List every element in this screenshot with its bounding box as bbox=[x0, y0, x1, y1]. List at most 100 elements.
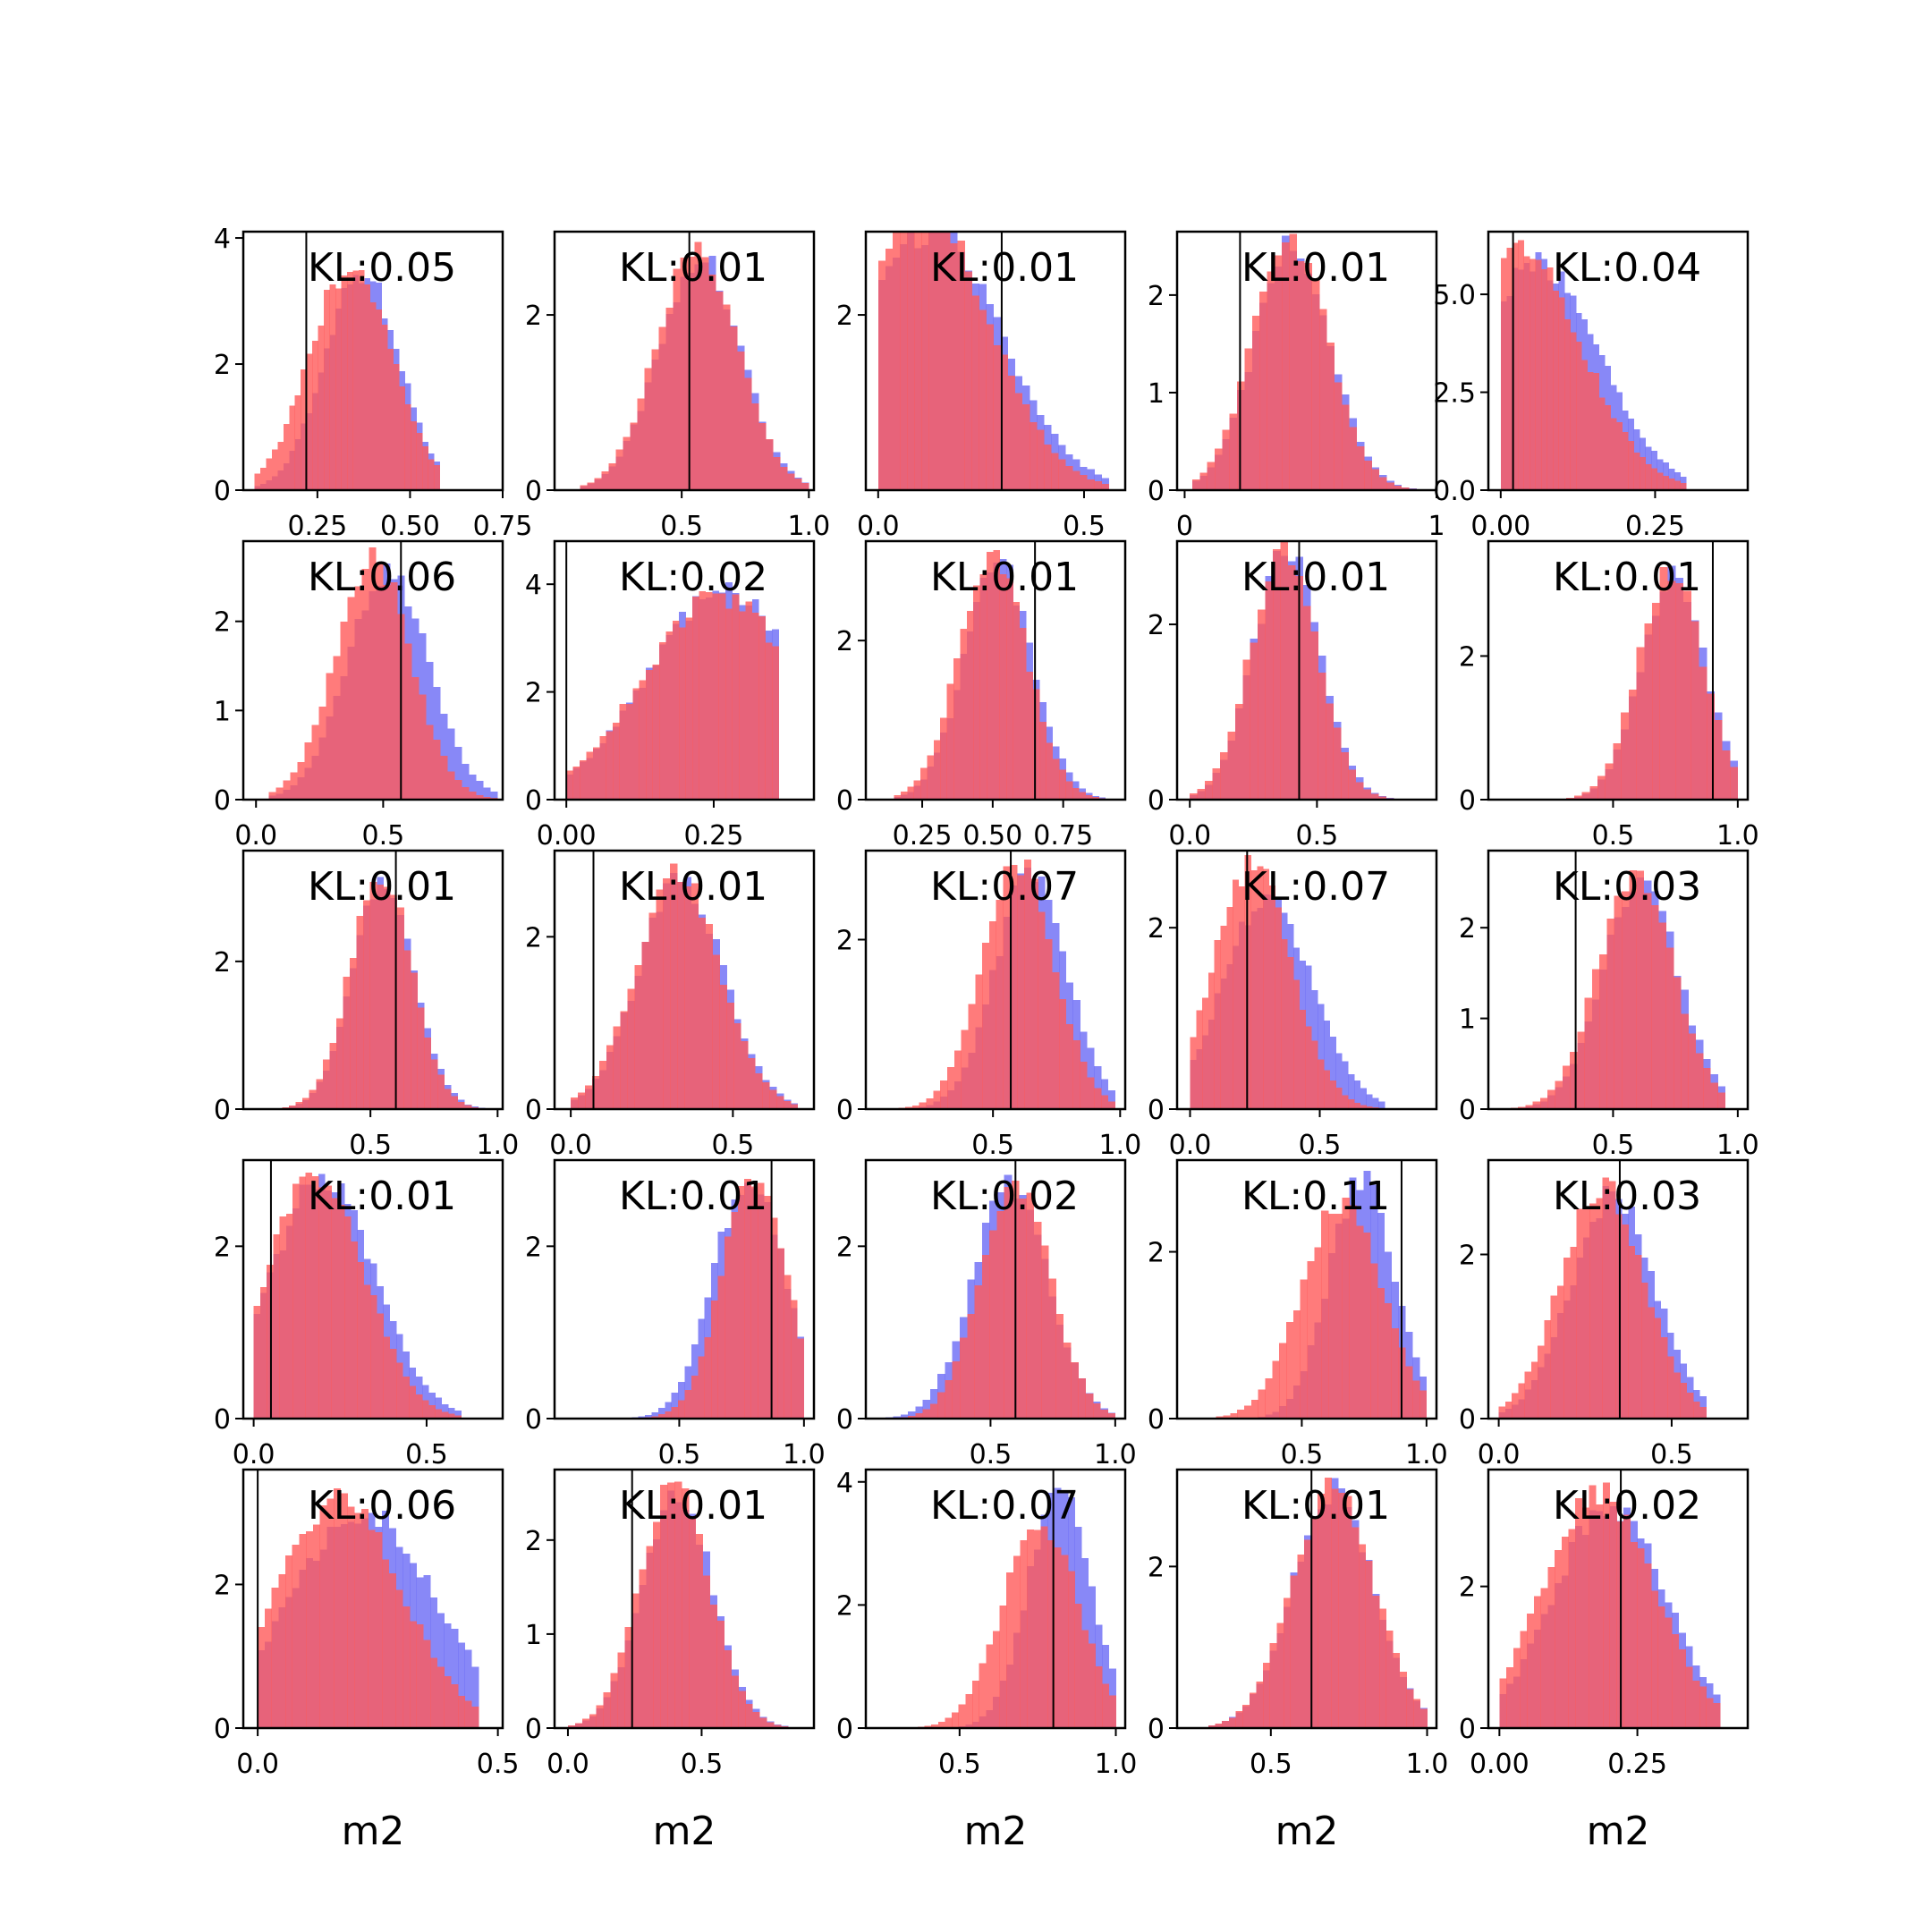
axes-frame bbox=[864, 1158, 1127, 1420]
series-a-bar bbox=[645, 1414, 652, 1419]
panel-4-4: 0 2 0.5 1.0 KL:0.11 bbox=[1148, 1158, 1448, 1470]
series-b-bar bbox=[986, 552, 994, 800]
series-b-bar bbox=[1657, 472, 1664, 490]
series-b-bar bbox=[1651, 468, 1657, 490]
series-b-bar bbox=[1326, 703, 1334, 800]
series-b-bar bbox=[1370, 1263, 1378, 1419]
series-b-bar bbox=[1094, 481, 1102, 490]
series-b-bar bbox=[1673, 977, 1682, 1109]
axes-frame bbox=[553, 849, 816, 1111]
series-b-bar bbox=[279, 1216, 287, 1419]
series-b-bar bbox=[1100, 1409, 1108, 1419]
x-tick-label: 0.0 bbox=[547, 1749, 589, 1780]
series-b-bar bbox=[744, 1178, 751, 1419]
series-b-bar bbox=[1605, 404, 1612, 490]
kl-annotation: KL:0.02 bbox=[930, 1174, 1079, 1219]
series-b-bar bbox=[1570, 1246, 1577, 1419]
y-tick-label: 2 bbox=[836, 626, 853, 657]
series-b-bar bbox=[383, 1336, 391, 1419]
series-a-bar bbox=[454, 747, 462, 800]
x-tick-label: 0.5 bbox=[1296, 820, 1339, 852]
series-b-bar bbox=[1286, 1322, 1294, 1419]
series-b-bar bbox=[411, 676, 419, 800]
series-b-bar bbox=[1413, 1699, 1421, 1728]
series-b-bar bbox=[877, 260, 886, 490]
series-b-bar bbox=[1032, 689, 1040, 800]
series-a-bar bbox=[462, 764, 470, 800]
kl-annotation: KL:0.11 bbox=[1241, 1174, 1390, 1219]
series-b-bar bbox=[632, 688, 640, 800]
series-b-bar bbox=[1019, 1198, 1027, 1419]
series-b-bar bbox=[751, 612, 759, 800]
y-tick-label: 2 bbox=[214, 607, 231, 639]
series-b-bar bbox=[776, 1096, 784, 1109]
series-b-bar bbox=[691, 1376, 699, 1419]
y-tick-label: 0 bbox=[1459, 1404, 1476, 1436]
series-b-bar bbox=[357, 1261, 365, 1419]
histogram-bars bbox=[1498, 1177, 1707, 1419]
x-tick-label: 0.0 bbox=[236, 1749, 279, 1780]
series-b-bar bbox=[1040, 1526, 1048, 1728]
series-b-bar bbox=[718, 593, 726, 800]
x-tick-label: 0.5 bbox=[1281, 1439, 1324, 1470]
series-b-bar bbox=[1215, 1723, 1223, 1728]
x-tick-label: 0.25 bbox=[287, 511, 347, 542]
series-b-bar bbox=[1280, 541, 1289, 800]
series-b-bar bbox=[1026, 672, 1033, 800]
series-b-bar bbox=[717, 1275, 725, 1419]
series-b-bar bbox=[780, 467, 788, 490]
x-tick-label: 0.5 bbox=[362, 820, 405, 852]
series-b-bar bbox=[326, 673, 334, 800]
panel-4-1: 0 2 0.0 0.5 KL:0.01 bbox=[214, 1158, 504, 1470]
series-b-bar bbox=[343, 977, 351, 1109]
series-b-bar bbox=[369, 301, 377, 490]
series-b-bar bbox=[1681, 1013, 1689, 1109]
series-a-bar bbox=[435, 1397, 443, 1419]
histogram-bars bbox=[254, 269, 440, 490]
x-tick-label: 0.0 bbox=[1168, 820, 1211, 852]
kl-annotation: KL:0.07 bbox=[930, 1483, 1079, 1529]
x-tick-label: 0.5 bbox=[349, 1130, 392, 1161]
series-a-bar bbox=[922, 1399, 931, 1419]
panel-1-3: 2 0.0 0.5 KL:0.01 bbox=[836, 230, 1127, 542]
axes-frame bbox=[1487, 230, 1750, 492]
series-b-bar bbox=[334, 1488, 342, 1728]
series-b-bar bbox=[299, 1176, 306, 1419]
series-b-bar bbox=[1107, 1412, 1116, 1419]
series-b-bar bbox=[462, 787, 470, 800]
series-b-bar bbox=[1287, 957, 1294, 1109]
series-b-bar bbox=[1311, 1040, 1318, 1109]
series-b-bar bbox=[347, 597, 355, 800]
y-tick-label: 4 bbox=[214, 224, 231, 255]
series-b-bar bbox=[759, 1717, 767, 1728]
series-a-bar bbox=[441, 1404, 449, 1419]
series-b-bar bbox=[1706, 693, 1715, 800]
series-b-bar bbox=[641, 941, 649, 1109]
series-b-bar bbox=[285, 1214, 293, 1419]
series-b-bar bbox=[347, 1506, 355, 1728]
series-b-bar bbox=[674, 1481, 682, 1728]
series-b-bar bbox=[692, 596, 699, 800]
series-b-bar bbox=[673, 268, 681, 490]
kl-annotation: KL:0.02 bbox=[619, 555, 767, 600]
series-b-bar bbox=[333, 656, 341, 800]
series-b-bar bbox=[1072, 788, 1080, 800]
series-b-bar bbox=[1564, 319, 1571, 490]
series-b-bar bbox=[1007, 375, 1016, 490]
series-b-bar bbox=[404, 403, 411, 490]
series-b-bar bbox=[1541, 269, 1547, 490]
series-b-bar bbox=[960, 629, 968, 800]
kl-annotation: KL:0.04 bbox=[1553, 245, 1701, 291]
y-tick-label: 0 bbox=[1148, 785, 1165, 817]
series-b-bar bbox=[1237, 1409, 1245, 1419]
series-b-bar bbox=[259, 467, 267, 490]
series-b-bar bbox=[1281, 939, 1288, 1109]
series-b-bar bbox=[1668, 478, 1675, 490]
series-b-bar bbox=[1251, 316, 1260, 490]
series-b-bar bbox=[377, 884, 385, 1109]
axes-frame bbox=[864, 1468, 1127, 1730]
series-b-bar bbox=[1087, 479, 1095, 490]
series-b-bar bbox=[922, 1409, 931, 1419]
series-b-bar bbox=[354, 1513, 362, 1728]
series-b-bar bbox=[787, 473, 795, 490]
